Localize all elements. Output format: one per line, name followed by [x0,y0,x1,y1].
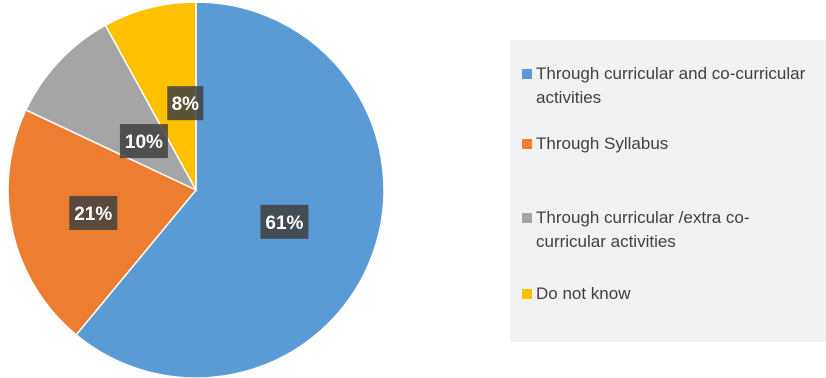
pie-chart: 61% 21% 10% 8% [7,1,385,378]
legend-label: Through curricular and co-curricular act… [536,64,806,107]
legend-item-extra-co-curricular: Through curricular /extra co-curricular … [522,206,816,254]
legend-label: Through curricular /extra co-curricular … [536,208,750,251]
data-label-box-0 [260,204,309,239]
pie-slice-0 [75,1,385,378]
data-label-2: 10% [125,132,163,153]
pie-data-labels: 61% 21% 10% 8% [69,86,309,239]
legend-label: Through Syllabus [536,134,669,153]
data-label-1: 21% [74,204,112,225]
data-label-box-1 [69,195,118,230]
pie-slice-3 [104,1,197,191]
legend-label: Do not know [536,284,631,303]
data-label-3: 8% [172,94,200,115]
pie-slices [7,1,385,378]
data-label-0: 61% [265,213,303,234]
legend-swatch [522,69,532,79]
legend-swatch [522,213,532,223]
legend-item-curricular-co-curricular: Through curricular and co-curricular act… [522,62,816,110]
legend-swatch [522,289,532,299]
legend-swatch [522,139,532,149]
data-label-box-3 [167,86,204,121]
data-label-box-2 [119,124,168,159]
legend-item-syllabus: Through Syllabus [522,132,816,156]
legend-item-do-not-know: Do not know [522,282,816,306]
chart-legend: Through curricular and co-curricular act… [510,40,826,342]
